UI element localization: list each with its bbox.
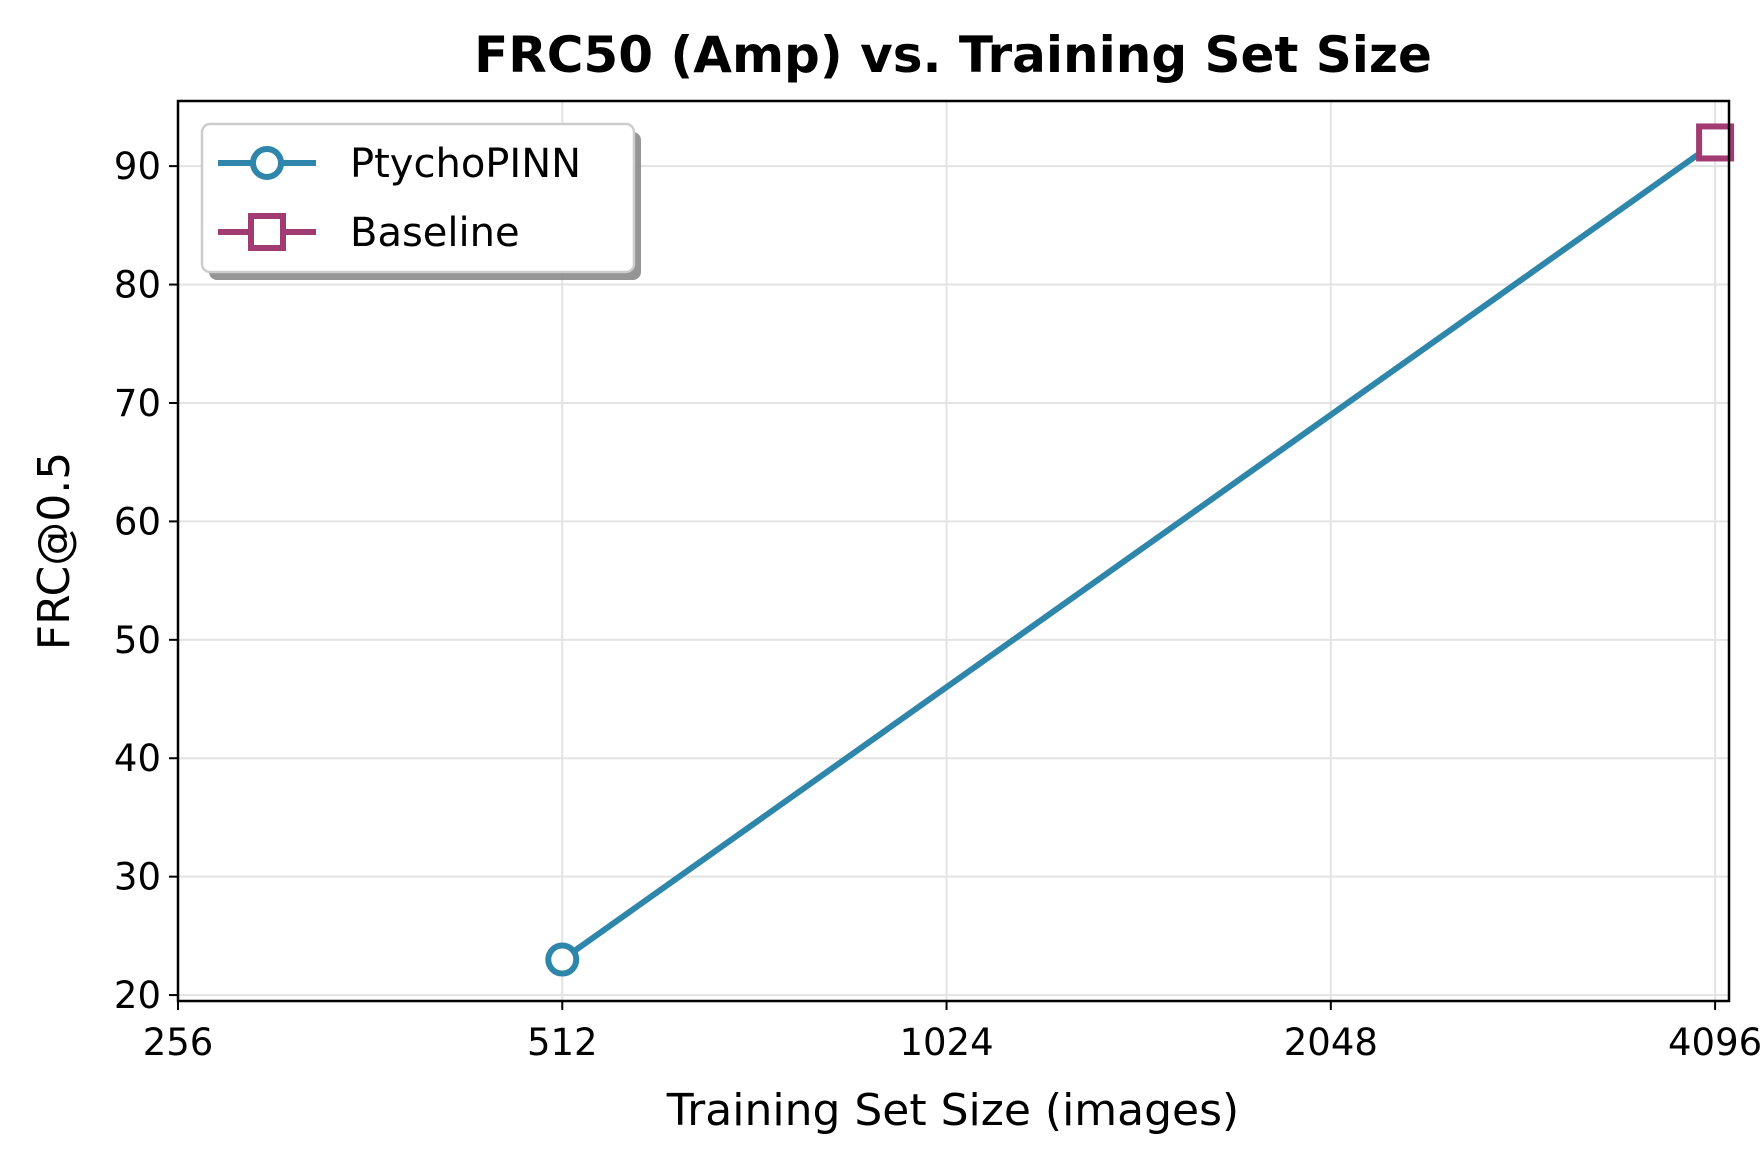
y-tick-label: 40 (114, 737, 161, 780)
y-tick-label: 80 (114, 264, 161, 307)
legend-label: PtychoPINN (350, 141, 581, 187)
x-tick-label: 256 (143, 1021, 214, 1064)
y-tick-label: 20 (114, 974, 161, 1017)
legend-marker-ptychopinn (250, 146, 284, 180)
y-tick-label: 70 (114, 382, 161, 425)
y-tick-label: 60 (114, 500, 161, 543)
series-line-ptychopinn (559, 139, 1719, 963)
x-axis-ticks: 256 512 1024 2048 4096 (143, 1001, 1760, 1064)
plot-series (545, 123, 1735, 977)
legend-marker-baseline (248, 213, 286, 251)
y-tick-label: 50 (114, 619, 161, 662)
y-axis-label: FRC@0.5 (29, 452, 80, 650)
legend-label: Baseline (350, 210, 520, 256)
chart-title: FRC50 (Amp) vs. Training Set Size (474, 26, 1432, 84)
x-axis-label: Training Set Size (images) (666, 1085, 1239, 1136)
x-tick-label: 512 (527, 1021, 598, 1064)
x-tick-label: 1024 (899, 1021, 993, 1064)
plot-frame (176, 99, 1731, 1003)
data-point-ptychopinn (545, 942, 580, 977)
y-axis-ticks: 20 30 40 50 60 70 80 90 (114, 145, 178, 1017)
x-tick-label: 2048 (1284, 1021, 1378, 1064)
legend: PtychoPINN Baseline (200, 122, 641, 280)
data-point-baseline (1696, 123, 1735, 162)
y-tick-label: 90 (114, 145, 161, 188)
grid (177, 101, 1729, 1001)
y-tick-label: 30 (114, 856, 161, 899)
x-tick-label: 4096 (1668, 1021, 1760, 1064)
